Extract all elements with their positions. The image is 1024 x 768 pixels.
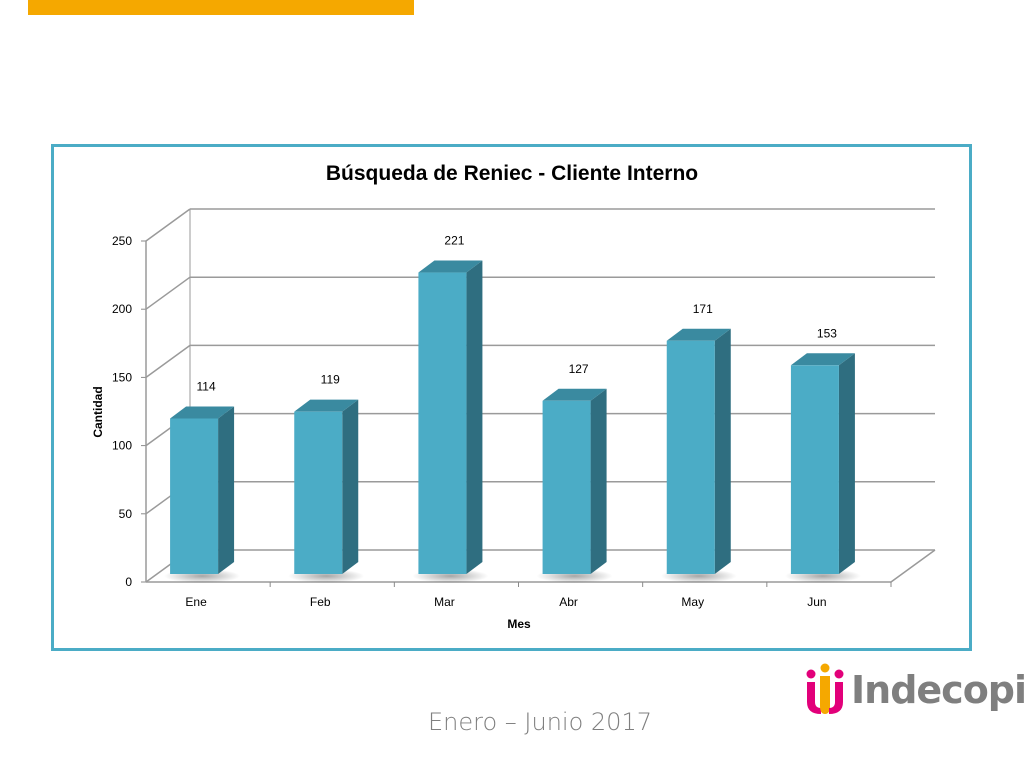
bar-front bbox=[170, 418, 219, 574]
footer-date-range: Enero – Junio 2017 bbox=[428, 708, 652, 736]
bar-top bbox=[666, 328, 731, 341]
data-label: 119 bbox=[321, 373, 340, 387]
y-axis-label: Cantidad bbox=[91, 386, 105, 437]
y-tick-label: 200 bbox=[112, 302, 132, 316]
y-tick-label: 150 bbox=[112, 370, 132, 384]
x-tick-label: May bbox=[681, 595, 704, 609]
gridline-depth bbox=[145, 276, 191, 310]
data-label: 127 bbox=[569, 362, 589, 376]
bar-top bbox=[294, 399, 359, 412]
x-tick-label: Mar bbox=[434, 595, 455, 609]
bar-abr bbox=[536, 388, 613, 583]
floor-edge bbox=[890, 549, 936, 583]
bar-side bbox=[466, 260, 483, 574]
bar-side bbox=[342, 399, 359, 574]
bar-side bbox=[714, 328, 731, 574]
bar-may bbox=[660, 328, 737, 583]
x-tick-label: Abr bbox=[559, 595, 578, 609]
y-tick-label: 50 bbox=[119, 507, 133, 521]
bar-mar bbox=[412, 260, 489, 583]
bar-feb bbox=[288, 399, 365, 583]
bar-side bbox=[218, 406, 235, 574]
gridline-depth bbox=[145, 208, 191, 242]
y-tick-label: 250 bbox=[112, 234, 132, 248]
bar-chart: Búsqueda de Reniec - Cliente Interno 0 50… bbox=[91, 162, 936, 631]
x-axis-label: Mes bbox=[507, 617, 531, 631]
bar-front bbox=[418, 272, 467, 574]
bar-top bbox=[418, 260, 483, 273]
bar-side bbox=[590, 388, 607, 574]
logo-text: Indecopi bbox=[851, 668, 1024, 712]
bar-side bbox=[838, 353, 855, 574]
x-tick-label: Ene bbox=[185, 595, 207, 609]
data-label: 221 bbox=[444, 234, 464, 248]
bar-jun bbox=[784, 353, 861, 583]
bar-top bbox=[170, 406, 235, 419]
chart-title: Búsqueda de Reniec - Cliente Interno bbox=[326, 162, 698, 185]
bar-front bbox=[666, 340, 715, 574]
bar-front bbox=[294, 411, 343, 574]
data-label: 153 bbox=[817, 326, 837, 340]
gridline-depth bbox=[145, 344, 191, 379]
x-tick-label: Feb bbox=[310, 595, 331, 609]
data-label: 171 bbox=[693, 302, 713, 316]
bar-top bbox=[542, 388, 607, 401]
indecopi-logo: Indecopi bbox=[803, 662, 1024, 716]
bar-front bbox=[542, 400, 591, 574]
indecopi-logo-icon bbox=[806, 663, 844, 714]
x-tick-label: Jun bbox=[807, 595, 826, 609]
bar-ene bbox=[164, 406, 241, 583]
top-accent-bar bbox=[28, 0, 414, 15]
bar-top bbox=[790, 353, 855, 366]
data-label: 114 bbox=[197, 380, 216, 394]
y-tick-label: 100 bbox=[112, 439, 132, 453]
y-tick-label: 0 bbox=[125, 575, 132, 589]
bar-front bbox=[790, 365, 839, 574]
